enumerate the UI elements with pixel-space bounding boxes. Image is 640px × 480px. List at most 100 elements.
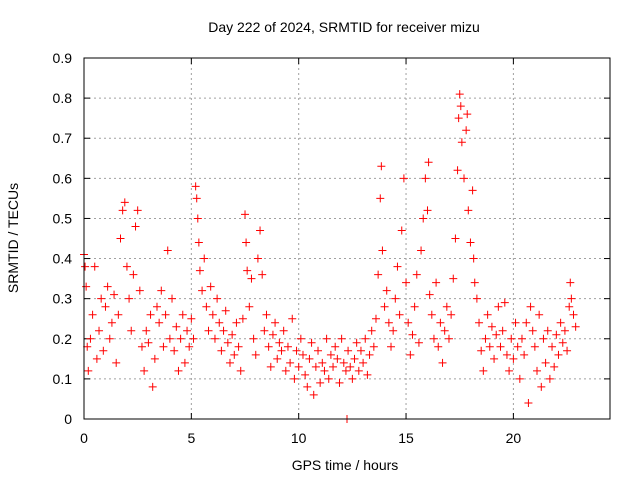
y-tick-label: 0.8 bbox=[53, 90, 73, 106]
data-point bbox=[475, 318, 484, 327]
data-point bbox=[110, 290, 119, 299]
data-point bbox=[356, 346, 365, 355]
data-point bbox=[569, 310, 578, 319]
data-point bbox=[142, 326, 151, 335]
data-point bbox=[571, 322, 580, 331]
data-point bbox=[112, 358, 121, 367]
data-point bbox=[83, 342, 92, 351]
data-point bbox=[95, 326, 104, 335]
data-point bbox=[183, 326, 192, 335]
data-point bbox=[309, 390, 318, 399]
y-tick-label: 0.6 bbox=[53, 170, 73, 186]
data-point bbox=[440, 326, 449, 335]
data-point bbox=[436, 318, 445, 327]
data-point bbox=[404, 318, 413, 327]
data-point bbox=[223, 338, 232, 347]
data-point bbox=[243, 266, 252, 275]
data-point bbox=[456, 102, 465, 111]
data-point bbox=[241, 210, 250, 219]
data-point bbox=[131, 222, 140, 231]
data-point bbox=[530, 342, 539, 351]
data-point bbox=[526, 302, 535, 311]
data-point bbox=[490, 354, 499, 363]
data-point bbox=[377, 162, 386, 171]
data-point bbox=[305, 354, 314, 363]
grid bbox=[84, 58, 610, 419]
data-point bbox=[505, 366, 514, 375]
data-point bbox=[88, 310, 97, 319]
data-point bbox=[566, 278, 575, 287]
data-point bbox=[140, 366, 149, 375]
data-point bbox=[258, 270, 267, 279]
data-point bbox=[419, 214, 428, 223]
data-point bbox=[528, 326, 537, 335]
data-point bbox=[165, 334, 174, 343]
data-point bbox=[395, 310, 404, 319]
data-point bbox=[391, 294, 400, 303]
data-point bbox=[292, 346, 301, 355]
data-point bbox=[195, 266, 204, 275]
data-point bbox=[245, 302, 254, 311]
data-point bbox=[371, 314, 380, 323]
data-point bbox=[337, 334, 346, 343]
data-point bbox=[511, 318, 520, 327]
data-point bbox=[494, 302, 503, 311]
data-point bbox=[288, 314, 297, 323]
data-point bbox=[324, 374, 333, 383]
data-point bbox=[253, 254, 262, 263]
x-axis-label: GPS time / hours bbox=[292, 457, 399, 473]
data-point bbox=[185, 342, 194, 351]
data-points bbox=[80, 90, 580, 423]
data-point bbox=[215, 318, 224, 327]
data-point bbox=[200, 254, 209, 263]
data-point bbox=[346, 362, 355, 371]
y-tick-label: 0.9 bbox=[53, 50, 73, 66]
data-point bbox=[406, 350, 415, 359]
data-point bbox=[434, 342, 443, 351]
data-point bbox=[316, 378, 325, 387]
data-point bbox=[479, 366, 488, 375]
data-point bbox=[206, 282, 215, 291]
data-point bbox=[213, 294, 222, 303]
data-point bbox=[344, 346, 353, 355]
data-point bbox=[483, 310, 492, 319]
data-point bbox=[170, 346, 179, 355]
data-point bbox=[361, 334, 370, 343]
data-point bbox=[260, 326, 269, 335]
data-point bbox=[159, 342, 168, 351]
data-point bbox=[393, 262, 402, 271]
data-point bbox=[509, 354, 518, 363]
data-point bbox=[472, 294, 481, 303]
data-point bbox=[264, 342, 273, 351]
data-point bbox=[125, 294, 134, 303]
data-point bbox=[172, 322, 181, 331]
data-point bbox=[380, 302, 389, 311]
data-point bbox=[232, 318, 241, 327]
data-point bbox=[101, 302, 110, 311]
data-point bbox=[421, 174, 430, 183]
data-point bbox=[481, 334, 490, 343]
data-point bbox=[286, 358, 295, 367]
data-point bbox=[365, 350, 374, 359]
data-point bbox=[168, 294, 177, 303]
data-point bbox=[298, 350, 307, 359]
data-point bbox=[539, 334, 548, 343]
data-point bbox=[449, 274, 458, 283]
data-point bbox=[382, 286, 391, 295]
data-point bbox=[455, 90, 464, 99]
data-point bbox=[402, 278, 411, 287]
data-point bbox=[541, 358, 550, 367]
data-point bbox=[354, 366, 363, 375]
data-point bbox=[187, 314, 196, 323]
data-point bbox=[178, 310, 187, 319]
data-point bbox=[369, 342, 378, 351]
data-point bbox=[451, 234, 460, 243]
data-point bbox=[447, 310, 456, 319]
data-point bbox=[326, 350, 335, 359]
data-point bbox=[502, 350, 511, 359]
y-tick-label: 0.7 bbox=[53, 130, 73, 146]
data-point bbox=[228, 330, 237, 339]
data-point bbox=[174, 366, 183, 375]
data-point bbox=[189, 334, 198, 343]
data-point bbox=[275, 338, 284, 347]
